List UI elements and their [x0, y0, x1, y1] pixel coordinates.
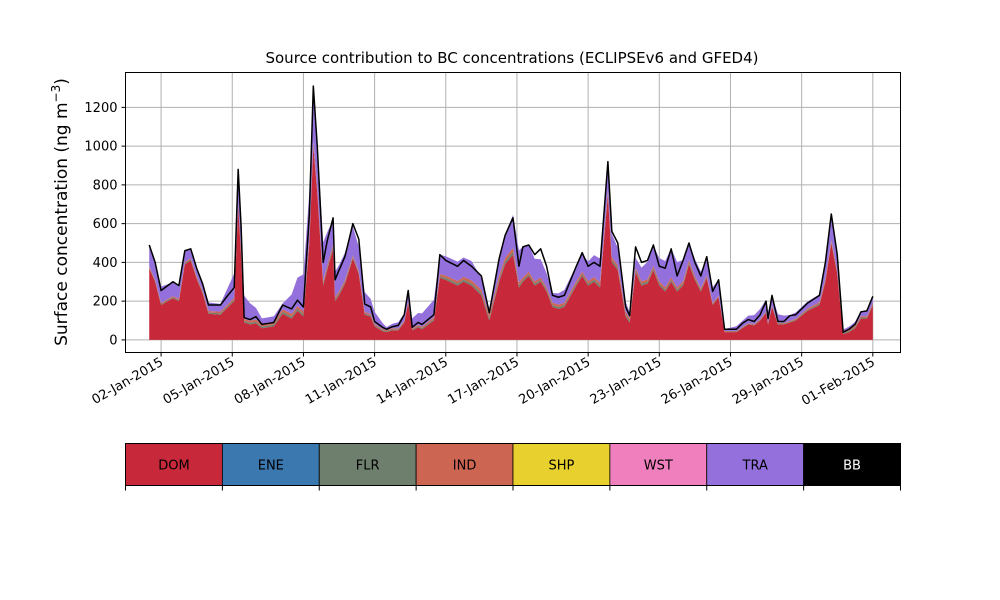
y-tick-label: 1000	[84, 140, 117, 155]
legend-frame	[125, 443, 901, 486]
y-axis-label-exponent: −3	[49, 85, 63, 103]
legend-label-wst: WST	[644, 459, 673, 474]
y-tick-label: 800	[93, 178, 118, 193]
total-line	[148, 85, 874, 333]
legend-label-ene: ENE	[258, 459, 284, 474]
legend-swatch-wst	[609, 443, 708, 486]
total-line-layer	[148, 85, 874, 333]
legend-label-tra: TRA	[742, 459, 768, 474]
y-axis-label-close: )	[52, 78, 72, 85]
y-tick-label: 400	[93, 256, 118, 271]
legend-label-bb: BB	[843, 459, 861, 474]
legend-swatch-shp	[512, 443, 611, 486]
legend-swatch-dom	[125, 443, 223, 486]
chart-title: Source contribution to BC concentrations…	[265, 49, 758, 67]
y-tick-label: 0	[109, 333, 117, 348]
y-axis-label: Surface concentration (ng m−3)	[49, 78, 72, 346]
legend-label-ind: IND	[453, 459, 477, 474]
y-axis-ticks: 0 200 400 600 800 1000 1200	[84, 101, 126, 348]
area-tra	[149, 88, 873, 331]
legend-swatch-flr	[318, 443, 417, 486]
plot-frame	[125, 72, 901, 353]
legend-swatch-tra	[706, 443, 805, 486]
colorbar-legend: DOM ENE FLR IND SHP WST TRA BB	[125, 443, 901, 491]
y-tick-label: 1200	[84, 101, 117, 116]
legend-label-flr: FLR	[356, 459, 380, 474]
y-axis-label-main: Surface concentration (ng m	[52, 102, 72, 345]
y-tick-label: 600	[93, 217, 118, 232]
legend-label-dom: DOM	[158, 459, 189, 474]
y-tick-label: 200	[93, 295, 118, 310]
stacked-areas	[149, 88, 873, 340]
area-dom	[149, 146, 873, 340]
legend-label-shp: SHP	[549, 459, 575, 474]
